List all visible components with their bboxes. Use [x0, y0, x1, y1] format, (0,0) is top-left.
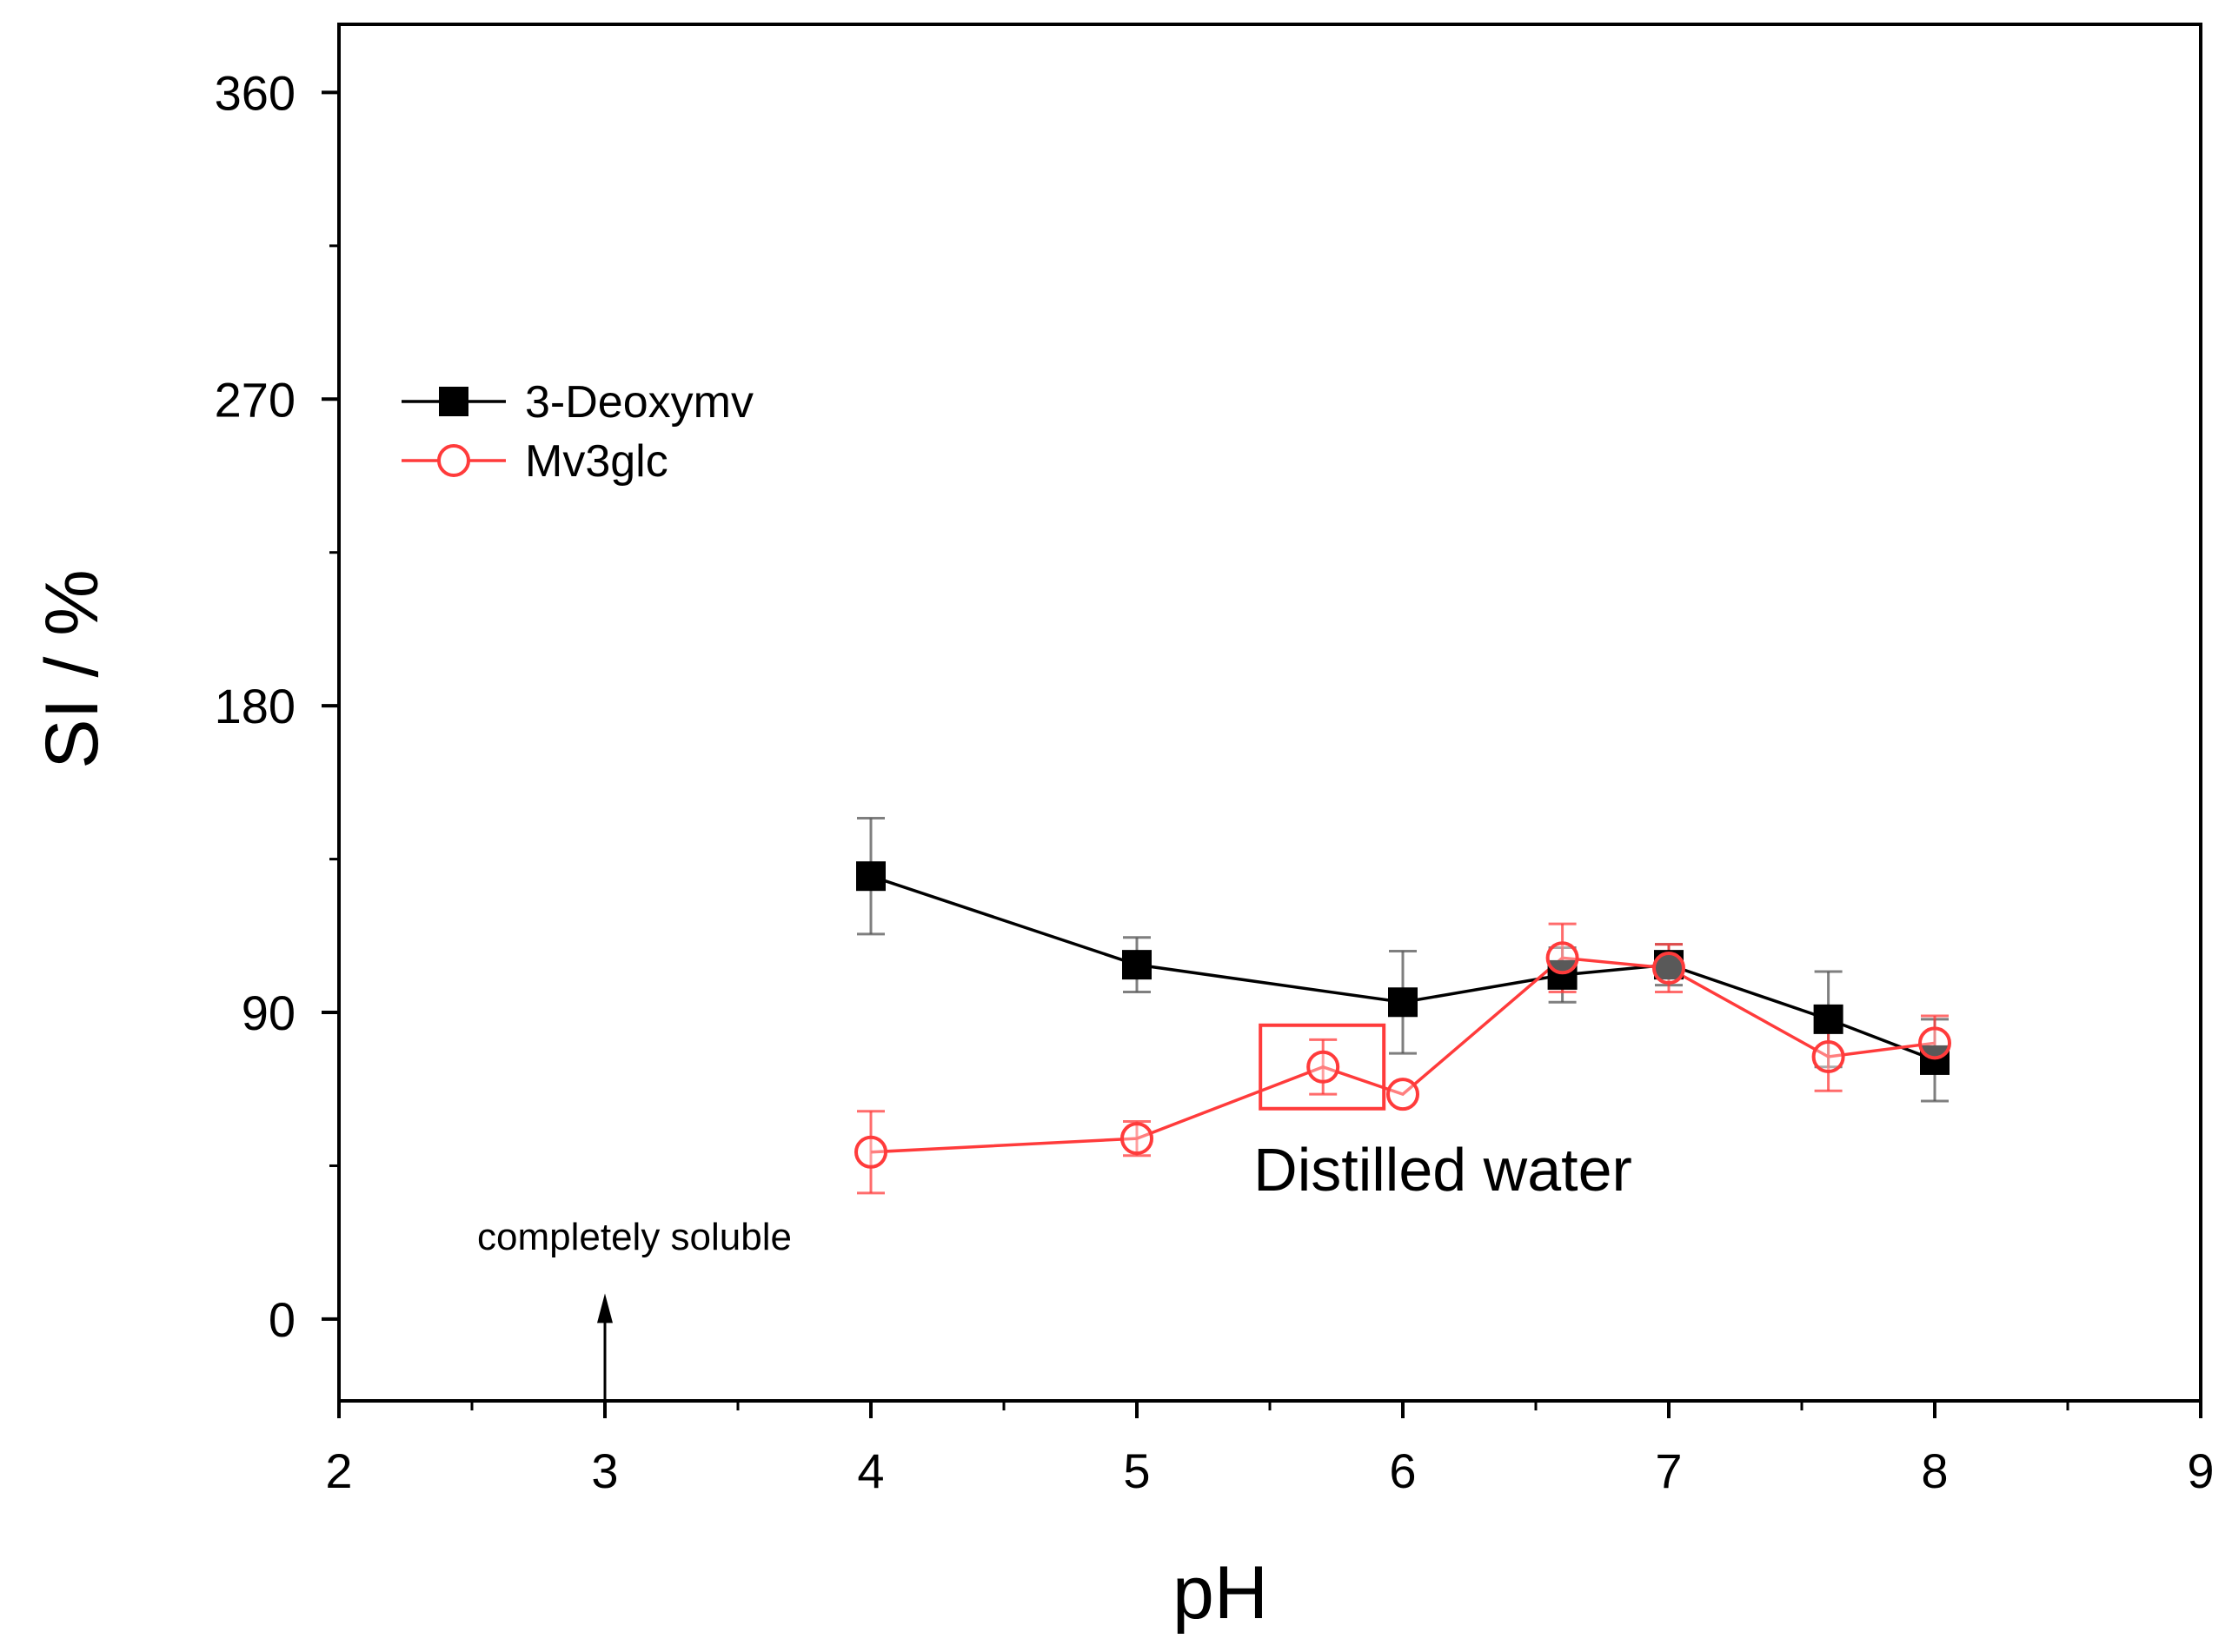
distilled-water-highlight-box [1259, 1023, 1386, 1111]
legend-label: Mv3glc [525, 436, 668, 487]
y-tick-label: 360 [215, 65, 296, 120]
x-tick-label: 9 [2187, 1443, 2214, 1498]
y-axis-title: SI / % [30, 569, 114, 768]
legend-marker-square [439, 387, 468, 416]
legend-label: 3-Deoxymv [525, 377, 754, 428]
data-point-circle [1918, 1026, 1951, 1060]
y-tick-label: 0 [269, 1292, 296, 1347]
y-tick-label: 270 [215, 372, 296, 427]
completely-soluble-label: completely soluble [477, 1216, 792, 1258]
data-point-square [856, 861, 886, 892]
distilled-water-label: Distilled water [1253, 1136, 1632, 1204]
y-tick-label: 180 [215, 679, 296, 733]
x-tick-label: 6 [1389, 1443, 1416, 1498]
series-line-1 [870, 956, 1936, 1154]
data-point-circle [1306, 1050, 1340, 1084]
data-point-square [1920, 1045, 1950, 1075]
y-tick-label: 90 [242, 985, 296, 1040]
x-axis-title: pH [1172, 1551, 1268, 1635]
x-tick-label: 8 [1921, 1443, 1948, 1498]
data-point-circle [1811, 1040, 1845, 1073]
data-point-square [1122, 950, 1152, 980]
data-point-square [1388, 987, 1418, 1018]
x-tick-label: 3 [591, 1443, 618, 1498]
data-point-circle [1120, 1122, 1153, 1156]
legend-marker-circle [437, 444, 470, 477]
data-point-square [1813, 1004, 1843, 1034]
data-point-circle [1386, 1078, 1419, 1111]
soluble-arrow-head [597, 1293, 613, 1324]
x-tick-label: 4 [857, 1443, 884, 1498]
data-point-square [1547, 959, 1578, 990]
x-tick-label: 5 [1123, 1443, 1150, 1498]
data-point-circle [1545, 941, 1579, 975]
data-point-circle [1652, 952, 1685, 985]
x-tick-label: 7 [1655, 1443, 1682, 1498]
data-point-circle [854, 1135, 887, 1169]
x-tick-label: 2 [325, 1443, 352, 1498]
